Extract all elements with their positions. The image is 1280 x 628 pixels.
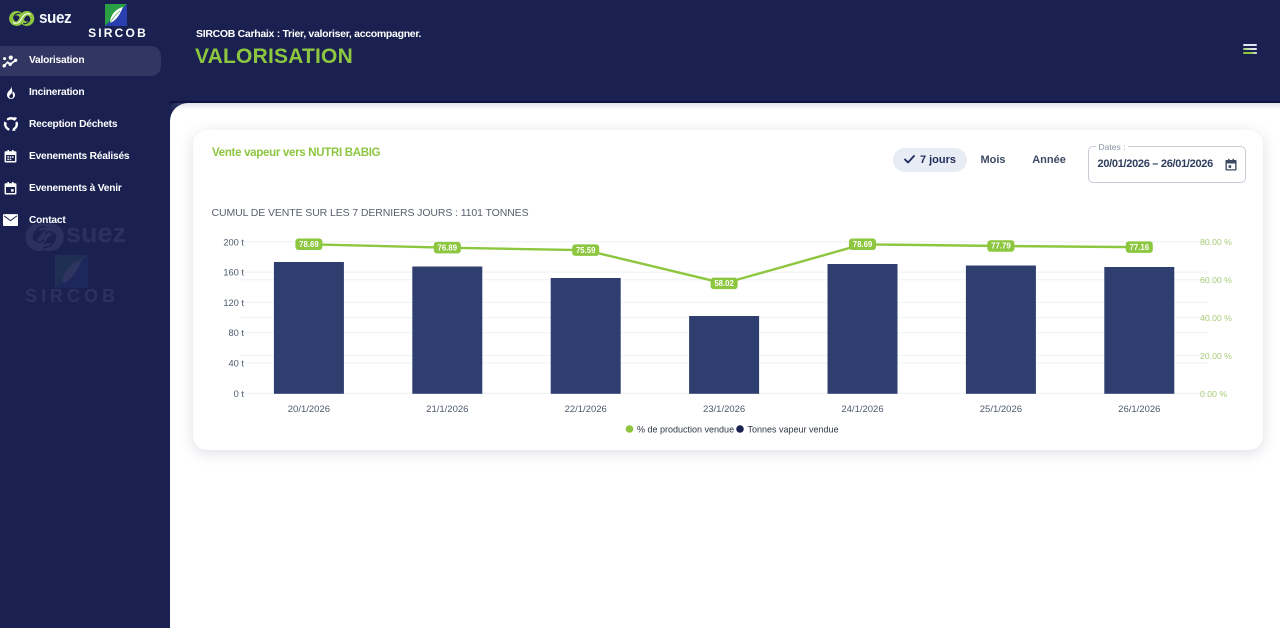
svg-text:20.00 %: 20.00 % [1200, 351, 1232, 361]
svg-text:0.00 %: 0.00 % [1200, 389, 1227, 399]
svg-text:26/1/2026: 26/1/2026 [1118, 404, 1160, 415]
svg-text:78.69: 78.69 [299, 240, 319, 249]
svg-text:75.59: 75.59 [576, 246, 596, 255]
svg-text:20/1/2026: 20/1/2026 [288, 404, 330, 415]
svg-text:60.00 %: 60.00 % [1200, 275, 1232, 285]
svg-text:120 t: 120 t [223, 298, 244, 308]
svg-text:80 t: 80 t [228, 328, 244, 338]
svg-text:% de production vendue: % de production vendue [637, 425, 734, 435]
svg-text:58.02: 58.02 [714, 279, 734, 288]
svg-text:77.79: 77.79 [991, 242, 1011, 251]
svg-text:24/1/2026: 24/1/2026 [841, 404, 883, 415]
svg-text:76.89: 76.89 [438, 243, 458, 252]
svg-text:78.69: 78.69 [853, 240, 873, 249]
svg-text:Tonnes vapeur vendue: Tonnes vapeur vendue [748, 425, 839, 435]
svg-text:200 t: 200 t [223, 237, 244, 247]
svg-text:0 t: 0 t [234, 389, 245, 399]
svg-text:77.16: 77.16 [1130, 243, 1150, 252]
svg-text:23/1/2026: 23/1/2026 [703, 404, 745, 415]
svg-text:160 t: 160 t [223, 268, 244, 278]
svg-text:21/1/2026: 21/1/2026 [426, 404, 468, 415]
svg-text:80.00 %: 80.00 % [1200, 237, 1232, 247]
svg-text:25/1/2026: 25/1/2026 [980, 404, 1022, 415]
svg-text:40 t: 40 t [228, 359, 244, 369]
svg-text:22/1/2026: 22/1/2026 [565, 404, 607, 415]
svg-text:40.00 %: 40.00 % [1200, 313, 1232, 323]
